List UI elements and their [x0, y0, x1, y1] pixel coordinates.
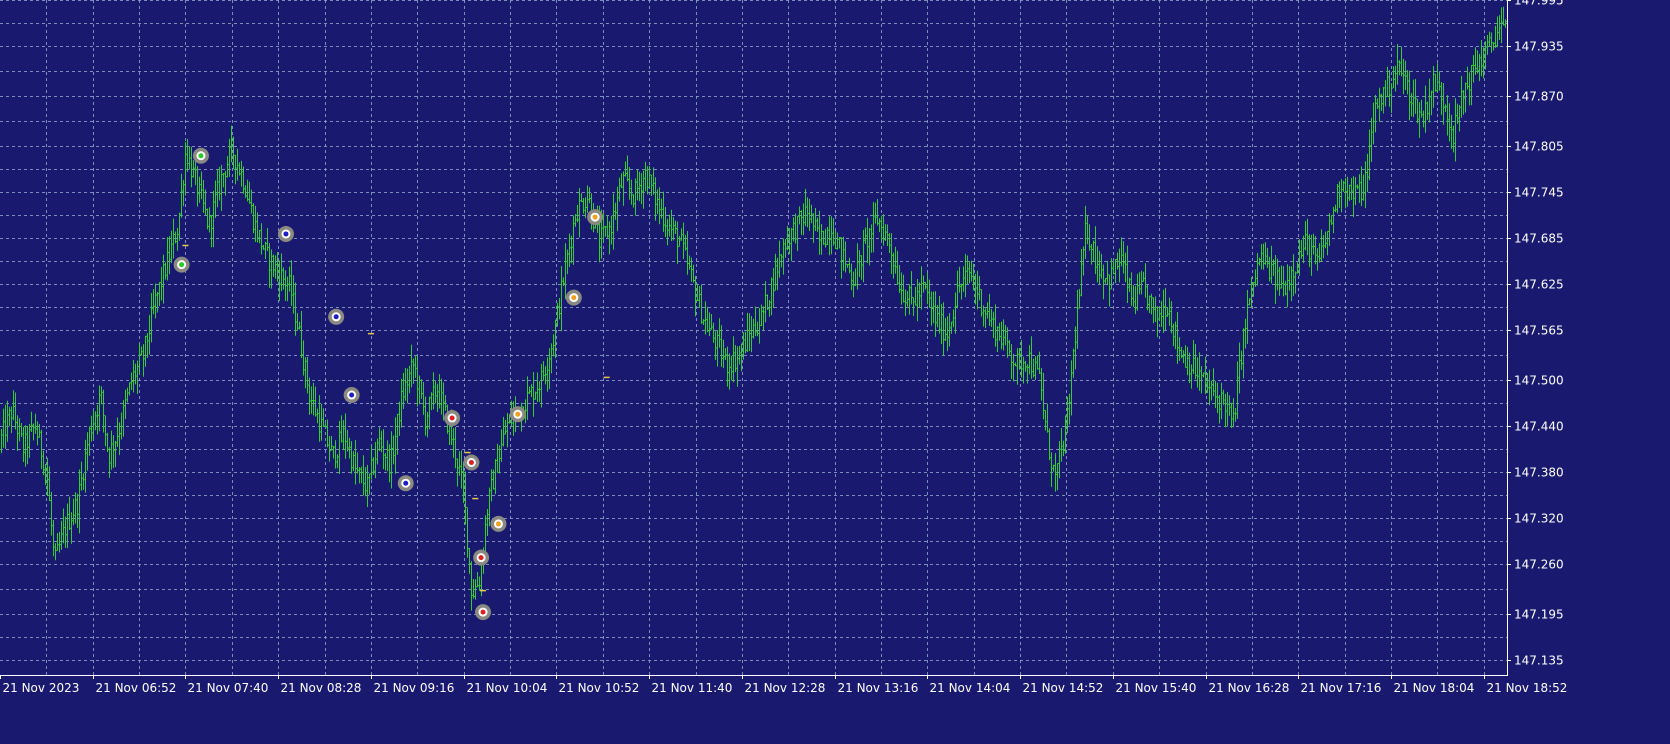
trade-marker[interactable] [509, 406, 526, 423]
time-tick-label: 21 Nov 10:52 [559, 681, 640, 695]
trade-marker[interactable] [473, 549, 490, 566]
trade-marker[interactable] [565, 289, 582, 306]
price-tick-label: 147.260 [1514, 558, 1564, 572]
time-tick-label: 21 Nov 06:52 [96, 681, 177, 695]
price-tick-label: 147.625 [1514, 278, 1564, 292]
time-tick-label: 21 Nov 18:04 [1394, 681, 1475, 695]
trade-marker-core [198, 153, 204, 159]
price-axis-labels: 147.995 147.935 147.870 147.805 147.745 147.6… [1507, 0, 1564, 668]
price-tick-label: 147.135 [1514, 654, 1564, 668]
price-tick-label: 147.745 [1514, 186, 1564, 200]
time-tick-label: 21 Nov 13:16 [838, 681, 919, 695]
trade-marker[interactable] [192, 147, 209, 164]
trade-marker[interactable] [463, 454, 480, 471]
trade-marker[interactable] [490, 515, 507, 532]
trade-marker-core [283, 231, 289, 237]
trade-marker[interactable] [173, 256, 190, 273]
trade-marker-core [480, 609, 486, 615]
trade-marker[interactable] [475, 604, 492, 621]
time-tick-label: 21 Nov 12:28 [745, 681, 826, 695]
trade-markers [173, 147, 604, 621]
price-tick-label: 147.320 [1514, 512, 1564, 526]
price-tick-label: 147.380 [1514, 466, 1564, 480]
trade-marker[interactable] [397, 475, 414, 492]
price-tick-label: 147.685 [1514, 232, 1564, 246]
time-tick-label: 21 Nov 11:40 [652, 681, 733, 695]
price-tick-label: 147.995 [1514, 0, 1564, 8]
price-tick-label: 147.870 [1514, 90, 1564, 104]
trade-marker-core [592, 214, 598, 220]
trade-marker-core [478, 555, 484, 561]
price-bars [1, 6, 1507, 611]
price-tick-label: 147.565 [1514, 324, 1564, 338]
price-tick-label: 147.500 [1514, 374, 1564, 388]
dash-marks [182, 244, 610, 592]
trade-marker-core [468, 460, 474, 466]
trade-marker[interactable] [587, 209, 604, 226]
trade-marker[interactable] [328, 308, 345, 325]
trade-marker[interactable] [444, 410, 461, 427]
time-tick-label: 21 Nov 10:04 [467, 681, 548, 695]
time-tick-label: 21 Nov 2023 [3, 681, 80, 695]
price-tick-label: 147.195 [1514, 608, 1564, 622]
time-tick-label: 21 Nov 17:16 [1301, 681, 1382, 695]
trade-marker-core [349, 392, 355, 398]
price-tick-label: 147.935 [1514, 40, 1564, 54]
trade-marker-core [449, 415, 455, 421]
axes [0, 0, 1508, 676]
time-tick-label: 21 Nov 18:52 [1487, 681, 1568, 695]
trade-marker-core [179, 262, 185, 268]
price-tick-label: 147.440 [1514, 420, 1564, 434]
time-tick-label: 21 Nov 14:04 [930, 681, 1011, 695]
trade-marker[interactable] [277, 225, 294, 242]
trade-marker[interactable] [343, 387, 360, 404]
time-tick-label: 21 Nov 15:40 [1116, 681, 1197, 695]
time-tick-label: 21 Nov 14:52 [1023, 681, 1104, 695]
trade-marker-core [571, 295, 577, 301]
trade-marker-core [515, 411, 521, 417]
time-tick-label: 21 Nov 07:40 [188, 681, 269, 695]
time-axis-labels: 21 Nov 2023 21 Nov 06:52 21 Nov 07:40 21 No… [0, 675, 1568, 695]
price-tick-label: 147.805 [1514, 140, 1564, 154]
trade-marker-core [333, 314, 339, 320]
trade-marker-core [495, 521, 501, 527]
time-tick-label: 21 Nov 08:28 [281, 681, 362, 695]
time-tick-label: 21 Nov 09:16 [374, 681, 455, 695]
time-tick-label: 21 Nov 16:28 [1209, 681, 1290, 695]
trade-marker-core [403, 480, 409, 486]
